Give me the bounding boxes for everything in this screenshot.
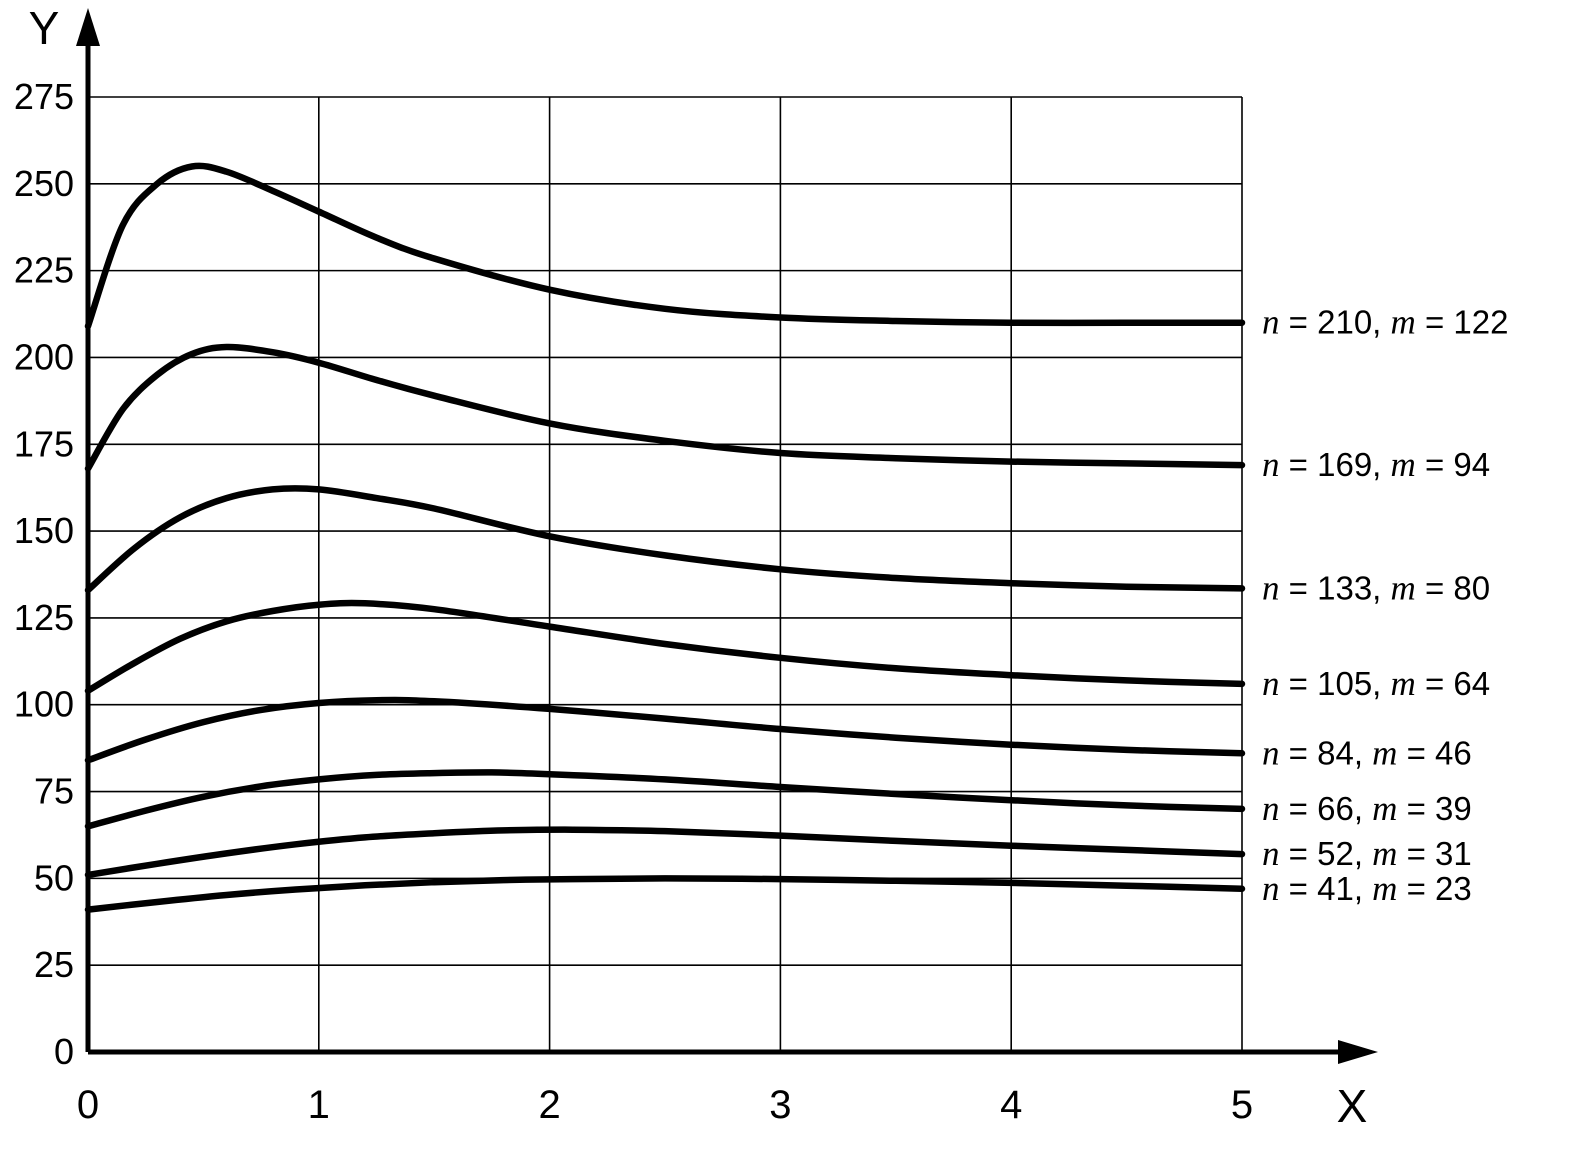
y-tick-label-100: 100 [14, 684, 74, 725]
var-n: n [1262, 834, 1280, 873]
grid-lines [88, 96, 1243, 1052]
y-tick-labels: 0 25 50 75 100 125 150 175 200 225 250 275 [14, 76, 74, 1072]
series-label-n133: n = 133, m = 80 [1262, 568, 1490, 607]
x-tick-label-0: 0 [77, 1083, 99, 1127]
y-tick-label-275: 275 [14, 76, 74, 117]
curve-n133 [84, 485, 1246, 594]
series-label-n66: n = 66, m = 39 [1262, 789, 1472, 828]
y-axis-arrow-icon [76, 8, 100, 46]
curves [84, 162, 1246, 913]
var-n: n [1262, 303, 1280, 342]
var-m: m [1391, 568, 1416, 607]
curve-n105 [84, 599, 1246, 695]
series-labels: n = 210, m = 122 n = 169, m = 94 n = 133, … [1262, 303, 1508, 908]
x-tick-label-3: 3 [769, 1083, 791, 1127]
x-tick-label-2: 2 [538, 1083, 560, 1127]
var-m: m [1372, 789, 1397, 828]
y-tick-label-200: 200 [14, 336, 74, 377]
x-tick-label-4: 4 [1000, 1083, 1022, 1127]
curve-n210 [84, 162, 1246, 330]
series-label-n84: n = 84, m = 46 [1262, 733, 1472, 772]
y-tick-label-125: 125 [14, 597, 74, 638]
var-m: m [1372, 733, 1397, 772]
y-tick-label-150: 150 [14, 510, 74, 551]
series-label-n52: n = 52, m = 31 [1262, 834, 1472, 873]
var-n: n [1262, 568, 1280, 607]
curve-n84 [84, 696, 1246, 764]
curve-n66 [84, 769, 1246, 830]
series-label-n41: n = 41, m = 23 [1262, 869, 1472, 908]
y-tick-label-50: 50 [34, 857, 74, 898]
y-tick-label-0: 0 [54, 1031, 74, 1072]
y-tick-label-75: 75 [34, 771, 74, 812]
curve-n169 [84, 343, 1246, 472]
y-tick-label-175: 175 [14, 423, 74, 464]
x-tick-label-1: 1 [308, 1083, 330, 1127]
var-n: n [1262, 869, 1280, 908]
x-tick-label-5: 5 [1231, 1083, 1253, 1127]
y-tick-label-250: 250 [14, 163, 74, 204]
x-tick-labels: 0 1 2 3 4 5 [77, 1083, 1253, 1127]
y-tick-label-25: 25 [34, 944, 74, 985]
series-label-n169: n = 169, m = 94 [1262, 445, 1490, 484]
var-m: m [1391, 303, 1416, 342]
var-m: m [1391, 664, 1416, 703]
series-label-n210: n = 210, m = 122 [1262, 303, 1508, 342]
var-n: n [1262, 789, 1280, 828]
axes [76, 8, 1378, 1064]
y-tick-label-225: 225 [14, 250, 74, 291]
series-label-n105: n = 105, m = 64 [1262, 664, 1490, 703]
var-m: m [1372, 869, 1397, 908]
x-axis-arrow-icon [1338, 1040, 1378, 1064]
var-m: m [1391, 445, 1416, 484]
curve-n52 [84, 826, 1246, 879]
x-axis-label: X [1337, 1080, 1368, 1132]
var-n: n [1262, 445, 1280, 484]
curve-n41 [84, 875, 1246, 913]
var-m: m [1372, 834, 1397, 873]
var-n: n [1262, 664, 1280, 703]
var-n: n [1262, 733, 1280, 772]
y-axis-label: Y [29, 2, 60, 54]
